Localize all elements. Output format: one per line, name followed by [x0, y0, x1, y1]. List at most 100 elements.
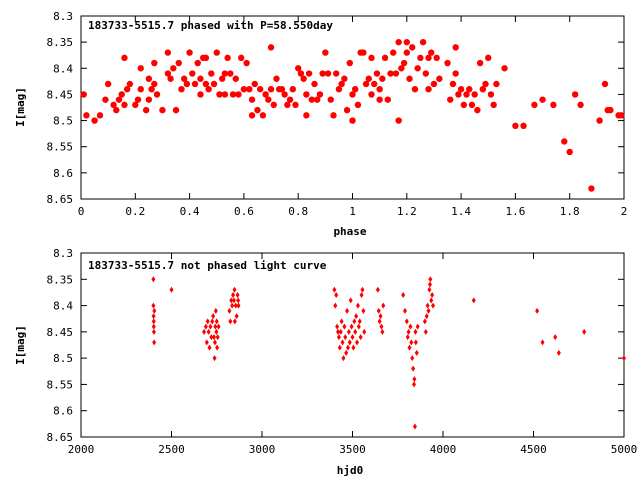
x-tick-label: 1.6: [505, 205, 525, 218]
data-point: [415, 323, 420, 330]
data-point: [582, 328, 587, 335]
data-point: [343, 106, 351, 114]
data-point: [553, 334, 558, 341]
data-point: [235, 91, 242, 98]
data-point: [368, 54, 375, 62]
y-tick-labels: 8.3 8.35 8.4 8.45 8.5 8.55 8.6 8.65: [47, 247, 74, 444]
data-point: [213, 323, 218, 330]
data-point: [409, 339, 414, 346]
data-point: [402, 307, 407, 314]
data-point: [230, 302, 235, 309]
data-point: [246, 86, 253, 93]
data-point: [178, 86, 185, 93]
data-point: [254, 106, 261, 114]
data-point: [151, 80, 158, 88]
data-point: [115, 96, 123, 103]
data-point: [577, 101, 584, 109]
data-point: [256, 86, 264, 93]
x-tick-label: 2000: [68, 443, 95, 456]
data-point: [430, 292, 435, 299]
x-tick-label: 1.4: [451, 205, 471, 218]
data-point: [273, 75, 280, 82]
data-point: [336, 328, 341, 335]
y-tick-label: 8.6: [53, 405, 73, 418]
data-point: [214, 328, 219, 335]
x-tick-labels: 2000 2500 3000 3500 4000 4500 5000: [68, 443, 638, 456]
data-point: [474, 106, 481, 114]
data-point: [422, 70, 430, 77]
data-point: [407, 344, 412, 351]
data-point: [91, 117, 98, 124]
data-point: [324, 70, 332, 77]
data-point: [347, 339, 352, 346]
data-point: [151, 59, 158, 67]
data-point: [482, 80, 489, 88]
data-point: [354, 101, 362, 109]
x-tick-label: 1.2: [397, 205, 417, 218]
data-point: [387, 70, 394, 77]
data-point: [384, 96, 391, 103]
data-point: [227, 307, 232, 314]
data-point: [137, 65, 144, 72]
data-point: [375, 286, 380, 293]
data-point: [251, 80, 258, 88]
y-tick-label: 8.6: [53, 167, 73, 180]
data-point: [319, 70, 326, 77]
data-point: [535, 307, 540, 314]
data-point: [471, 297, 476, 304]
data-point: [596, 117, 603, 124]
data-point: [425, 86, 432, 93]
data-point: [344, 349, 349, 356]
data-point: [267, 44, 275, 51]
data-point: [248, 112, 256, 119]
data-point: [352, 86, 359, 93]
x-tick-label: 4500: [520, 443, 547, 456]
data-point: [202, 328, 207, 335]
data-point: [444, 59, 451, 67]
data-point: [414, 349, 419, 356]
data-point: [390, 49, 397, 56]
data-point: [231, 292, 236, 299]
data-point: [243, 59, 250, 67]
data-point: [351, 344, 356, 351]
data-point: [466, 86, 473, 93]
data-point: [424, 313, 429, 320]
data-point: [218, 75, 226, 82]
y-tick-label: 8.55: [47, 141, 74, 154]
x-tick-label: 0.8: [288, 205, 308, 218]
data-point: [134, 96, 142, 103]
data-point: [205, 318, 210, 325]
data-point: [151, 276, 156, 283]
data-point: [345, 344, 350, 351]
data-point: [413, 328, 418, 335]
x-tick-labels: 0 0.2 0.4 0.6 0.8 1 1.2 1.4 1.6 1.8 2: [78, 205, 628, 218]
data-point: [431, 302, 436, 309]
data-point: [234, 313, 239, 320]
data-point: [259, 112, 267, 119]
x-axis-label: hjd0: [337, 464, 364, 477]
data-point: [561, 138, 568, 145]
data-point: [352, 318, 357, 325]
data-point: [229, 91, 237, 98]
data-point: [104, 80, 112, 88]
data-point: [197, 91, 204, 98]
data-point: [151, 313, 156, 320]
data-point: [408, 323, 413, 330]
data-point: [348, 297, 353, 304]
data-point: [292, 101, 299, 109]
data-point: [339, 318, 344, 325]
data-point: [349, 323, 354, 330]
data-point: [202, 80, 210, 88]
data-point: [411, 86, 419, 93]
data-point: [164, 49, 172, 56]
data-point: [428, 276, 433, 283]
data-point: [357, 318, 362, 325]
data-point: [392, 70, 400, 77]
data-point: [186, 49, 193, 56]
x-tick-label: 0: [78, 205, 85, 218]
data-point: [452, 70, 459, 77]
data-point: [429, 297, 434, 304]
data-point: [153, 91, 161, 98]
data-point: [345, 307, 350, 314]
x-tick-label: 2: [621, 205, 628, 218]
